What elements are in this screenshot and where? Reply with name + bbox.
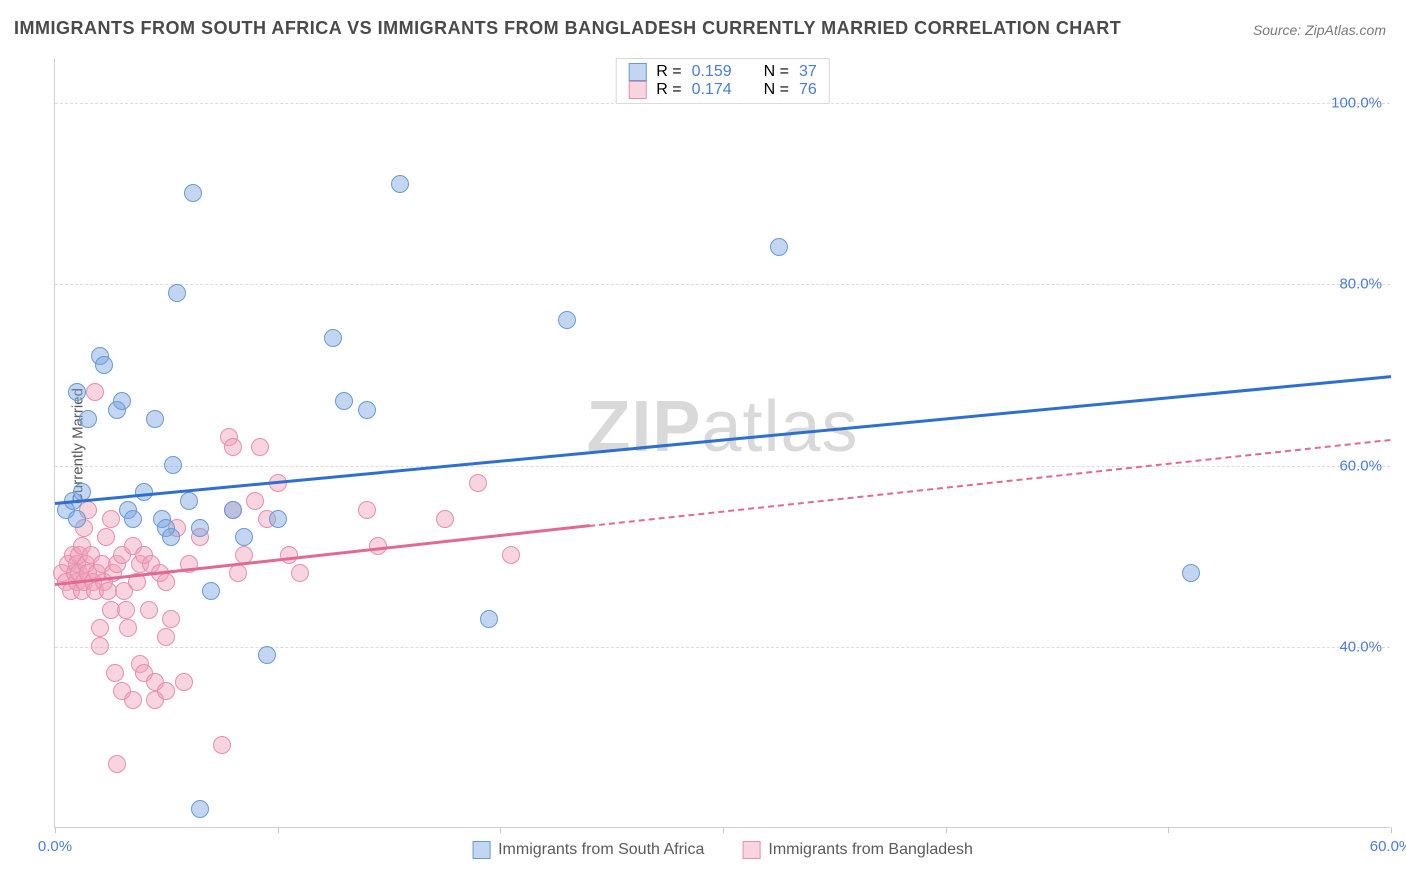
legend-r-label: R =	[656, 63, 681, 81]
data-point	[291, 564, 309, 582]
gridline	[55, 103, 1390, 104]
legend-swatch	[742, 841, 760, 859]
data-point	[770, 238, 788, 256]
data-point	[191, 800, 209, 818]
y-tick-label: 100.0%	[1331, 95, 1382, 112]
data-point	[108, 755, 126, 773]
data-point	[235, 528, 253, 546]
data-point	[391, 175, 409, 193]
x-tick	[946, 827, 947, 833]
x-tick-label: 0.0%	[38, 838, 72, 855]
data-point	[164, 456, 182, 474]
legend-n-value: 37	[799, 63, 817, 81]
trend-line	[589, 438, 1391, 526]
data-point	[358, 501, 376, 519]
legend-label: Immigrants from South Africa	[498, 841, 704, 859]
legend-item: Immigrants from South Africa	[472, 841, 704, 859]
x-tick	[500, 827, 501, 833]
legend-r-value: 0.159	[692, 63, 732, 81]
data-point	[213, 736, 231, 754]
data-point	[119, 619, 137, 637]
data-point	[106, 664, 124, 682]
data-point	[280, 546, 298, 564]
legend-row: R = 0.159 N = 37	[628, 63, 817, 81]
x-tick	[55, 827, 56, 833]
data-point	[157, 682, 175, 700]
data-point	[175, 673, 193, 691]
data-point	[224, 438, 242, 456]
data-point	[502, 546, 520, 564]
data-point	[168, 284, 186, 302]
legend-row: R = 0.174 N = 76	[628, 81, 817, 99]
data-point	[146, 410, 164, 428]
data-point	[79, 410, 97, 428]
legend-r-value: 0.174	[692, 81, 732, 99]
data-point	[68, 383, 86, 401]
data-point	[124, 691, 142, 709]
x-tick	[1391, 827, 1392, 833]
gridline	[55, 647, 1390, 648]
legend-n-label: N =	[764, 63, 789, 81]
data-point	[157, 628, 175, 646]
data-point	[86, 383, 104, 401]
legend-swatch	[472, 841, 490, 859]
data-point	[358, 401, 376, 419]
chart-title: IMMIGRANTS FROM SOUTH AFRICA VS IMMIGRAN…	[14, 18, 1121, 39]
legend-r-label: R =	[656, 81, 681, 99]
data-point	[258, 646, 276, 664]
y-tick-label: 80.0%	[1339, 276, 1382, 293]
source-attribution: Source: ZipAtlas.com	[1253, 22, 1386, 38]
data-point	[1182, 564, 1200, 582]
data-point	[229, 564, 247, 582]
watermark: ZIPatlas	[586, 386, 858, 468]
x-tick	[1168, 827, 1169, 833]
data-point	[480, 610, 498, 628]
data-point	[180, 492, 198, 510]
data-point	[246, 492, 264, 510]
y-tick-label: 40.0%	[1339, 638, 1382, 655]
data-point	[95, 356, 113, 374]
y-tick-label: 60.0%	[1339, 457, 1382, 474]
data-point	[162, 528, 180, 546]
plot-area: ZIPatlas R =0.159N =37R =0.174N =76 Immi…	[54, 58, 1390, 828]
legend-swatch	[628, 63, 646, 81]
x-tick	[723, 827, 724, 833]
data-point	[191, 519, 209, 537]
data-point	[113, 392, 131, 410]
data-point	[324, 329, 342, 347]
data-point	[117, 601, 135, 619]
data-point	[135, 483, 153, 501]
legend-swatch	[628, 81, 646, 99]
data-point	[224, 501, 242, 519]
legend-n-value: 76	[799, 81, 817, 99]
data-point	[102, 510, 120, 528]
data-point	[202, 582, 220, 600]
data-point	[251, 438, 269, 456]
data-point	[68, 510, 86, 528]
data-point	[91, 619, 109, 637]
data-point	[269, 510, 287, 528]
x-tick	[278, 827, 279, 833]
data-point	[140, 601, 158, 619]
data-point	[124, 510, 142, 528]
data-point	[91, 637, 109, 655]
data-point	[436, 510, 454, 528]
legend-label: Immigrants from Bangladesh	[768, 841, 973, 859]
chart-container: IMMIGRANTS FROM SOUTH AFRICA VS IMMIGRAN…	[0, 0, 1406, 892]
data-point	[184, 184, 202, 202]
legend-item: Immigrants from Bangladesh	[742, 841, 973, 859]
x-tick-label: 60.0%	[1370, 838, 1406, 855]
data-point	[97, 528, 115, 546]
legend-correlation: R = 0.159 N = 37 R = 0.174 N = 76	[615, 58, 830, 104]
data-point	[335, 392, 353, 410]
legend-series: Immigrants from South Africa Immigrants f…	[472, 841, 973, 859]
legend-n-label: N =	[764, 81, 789, 99]
gridline	[55, 284, 1390, 285]
gridline	[55, 466, 1390, 467]
data-point	[558, 311, 576, 329]
data-point	[157, 573, 175, 591]
data-point	[469, 474, 487, 492]
data-point	[162, 610, 180, 628]
